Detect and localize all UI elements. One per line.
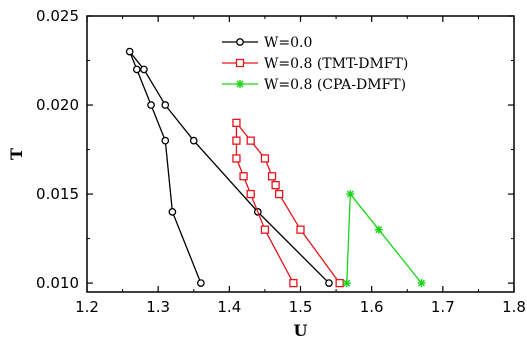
legend: W=0.0 W=0.8 (TMT-DMFT) W=0.8 (CPA-DMFT) [222,35,408,93]
axes: 1.2 1.3 1.4 1.5 1.6 1.7 1.8 0.010 0.015 0.020 0.02… [7,7,526,340]
legend-label-1: W=0.8 (TMT-DMFT) [264,56,408,72]
x-tick-label: 1.4 [217,298,241,316]
data-point-s2-2-stroke [375,226,383,234]
data-point-s0-8 [189,136,198,145]
legend-marker-1 [235,58,245,68]
data-point-s1-2 [246,189,255,199]
data-point-s2-0-stroke [343,279,351,287]
x-tick-label: 1.8 [502,298,526,316]
x-tick-label: 1.3 [146,298,170,316]
data-point-s0-7 [161,101,170,109]
data-point-s1-10 [271,181,280,190]
data-point-s1-4 [232,154,241,163]
x-axis-label: U [294,321,308,340]
data-point-s2-1-stroke [346,190,354,198]
legend-marker-2 [236,80,244,88]
y-tick-label: 0.020 [36,96,79,114]
data-point-s2-1 [346,190,355,199]
legend-marker-0 [236,38,244,46]
data-point-s1-0 [289,278,298,288]
y-axis-label: T [7,148,26,160]
data-point-s0-1 [168,208,177,216]
data-point-s1-13 [335,278,344,288]
data-point-s1-6 [232,118,241,127]
legend-marker-2-stroke [236,80,244,88]
legend-label-2: W=0.8 (CPA-DMFT) [264,77,406,93]
y-tick-label: 0.010 [36,274,79,292]
plot-area [125,47,426,288]
data-point-s0-5 [125,47,134,56]
data-point-s2-2 [374,225,383,234]
data-point-s0-6 [140,65,148,74]
series-line-1 [235,120,341,284]
data-point-s2-3 [417,279,426,288]
data-point-s0-2 [161,136,170,145]
legend-label-0: W=0.0 [264,35,312,51]
data-point-s0-10 [325,279,333,287]
x-tick-label: 1.6 [360,298,384,316]
data-point-s0-3 [147,101,155,109]
data-point-s1-9 [267,172,277,181]
data-point-s1-5 [232,136,241,145]
x-tick-label: 1.5 [289,298,313,316]
data-point-s1-1 [260,225,270,234]
data-point-s1-11 [274,189,284,199]
data-point-s0-0 [197,279,205,287]
x-tick-label: 1.7 [431,298,455,316]
data-point-s2-3-stroke [417,279,425,287]
data-point-s1-7 [246,136,255,145]
y-tick-label: 0.015 [36,185,79,203]
data-point-s1-8 [260,154,270,163]
data-point-s1-3 [239,172,248,181]
x-tick-label: 1.2 [75,298,99,316]
data-point-s1-12 [296,225,305,234]
series-line-2 [346,192,422,284]
y-tick-label: 0.025 [36,7,79,25]
data-point-s0-4 [132,65,141,74]
data-point-s2-0 [342,279,351,288]
